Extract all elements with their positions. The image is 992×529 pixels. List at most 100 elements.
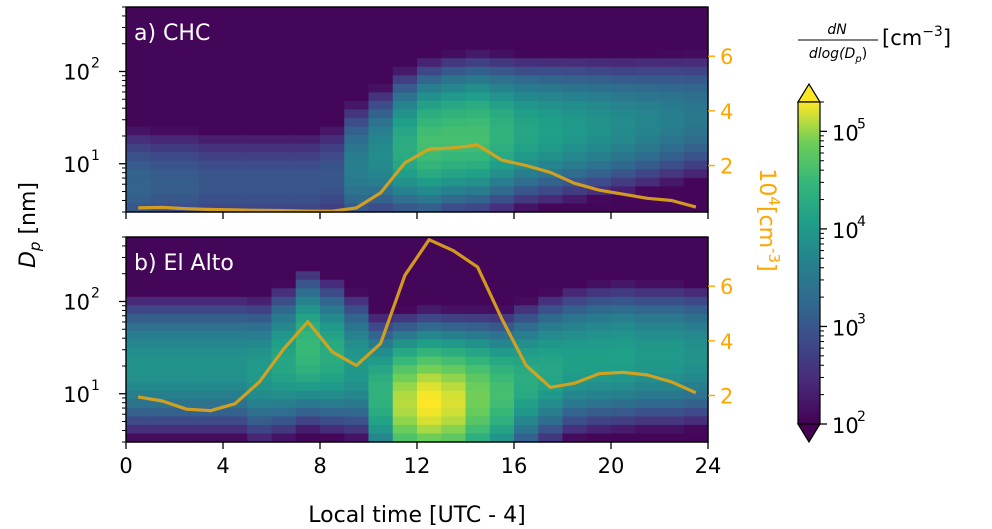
heatmap-cell: [271, 416, 297, 426]
heatmap-cell: [198, 41, 224, 51]
heatmap-cell: [150, 7, 176, 17]
heatmap-cell: [417, 330, 442, 341]
heatmap-cell: [611, 339, 636, 349]
heatmap-cell: [586, 254, 612, 264]
heatmap-cell: [126, 416, 151, 426]
heatmap-cell: [489, 416, 515, 426]
heatmap-cell: [586, 433, 612, 443]
heatmap-cell: [659, 373, 685, 383]
heatmap-cell: [586, 296, 612, 306]
heatmap-cell: [417, 288, 442, 298]
heatmap-cell: [368, 382, 394, 392]
heatmap-cell: [441, 7, 467, 17]
heatmap-cell: [611, 365, 636, 375]
heatmap-cell: [659, 262, 685, 272]
heatmap-cell: [683, 32, 709, 42]
heatmap-cell: [659, 271, 685, 281]
heatmap-cell: [223, 109, 248, 119]
heatmap-cell: [198, 237, 224, 247]
heatmap-cell: [562, 41, 588, 51]
heatmap-cell: [344, 373, 370, 383]
heatmap-cell: [247, 237, 273, 247]
heatmap-cell: [441, 49, 467, 59]
heatmap-cell: [441, 41, 467, 51]
heatmap-cell: [223, 169, 248, 179]
heatmap-cell: [611, 100, 636, 111]
heatmap-cell: [465, 49, 491, 59]
heatmap-cell: [392, 58, 418, 68]
heatmap-cell: [683, 100, 709, 111]
heatmap-cell: [392, 24, 418, 34]
heatmap-cell: [441, 135, 467, 145]
heatmap-cell: [344, 296, 370, 306]
heatmap-cell: [150, 15, 176, 25]
heatmap-cell: [223, 254, 248, 264]
heatmap-cell: [320, 49, 345, 59]
heatmap-cell: [320, 66, 345, 76]
heatmap-cell: [538, 24, 564, 34]
heatmap-cell: [223, 279, 248, 289]
heatmap-cell: [150, 24, 176, 34]
y-tick-label: 10: [63, 383, 90, 407]
heatmap-cell: [368, 143, 394, 153]
heatmap-cell: [514, 433, 539, 443]
heatmap-cell: [126, 348, 151, 358]
heatmap-cell: [295, 135, 321, 145]
heatmap-cell: [295, 49, 321, 59]
heatmap-cell: [465, 296, 491, 306]
heatmap-cell: [295, 322, 321, 332]
heatmap-cell: [126, 271, 151, 281]
heatmap-cell: [295, 15, 321, 25]
heatmap-cell: [441, 365, 467, 375]
heatmap-cell: [320, 109, 345, 119]
heatmap-cell: [392, 322, 418, 332]
x-tick-label: 24: [695, 454, 722, 478]
heatmap-cell: [150, 58, 176, 68]
heatmap-cell: [635, 7, 661, 17]
heatmap-cell: [368, 126, 394, 136]
heatmap-cell: [320, 126, 345, 136]
heatmap-cell: [247, 100, 273, 111]
heatmap-cell: [198, 407, 224, 417]
heatmap-cell: [562, 254, 588, 264]
x-axis-label: Local time [UTC - 4]: [308, 503, 525, 528]
heatmap-cell: [247, 348, 273, 358]
y-tick-exponent: 2: [91, 285, 100, 301]
heatmap-cell: [247, 390, 273, 400]
heatmap-cell: [659, 424, 685, 435]
heatmap-cell: [417, 126, 442, 136]
heatmap-cell: [538, 66, 564, 76]
heatmap-cell: [198, 296, 224, 306]
heatmap-cell: [683, 399, 709, 409]
heatmap-cell: [562, 407, 588, 417]
heatmap-cell: [562, 135, 588, 145]
heatmap-cell: [198, 135, 224, 145]
heatmap-cell: [320, 313, 345, 324]
heatmap-cell: [538, 15, 564, 25]
heatmap-cell: [223, 433, 248, 443]
heatmap-cell: [562, 296, 588, 306]
heatmap-cell: [247, 75, 273, 85]
heatmap-cell: [562, 433, 588, 443]
heatmap-cell: [538, 365, 564, 375]
heatmap-cell: [635, 92, 661, 102]
heatmap-cell: [295, 356, 321, 366]
heatmap-cell: [174, 66, 200, 76]
heatmap-cell: [635, 109, 661, 119]
heatmap-cell: [586, 194, 612, 205]
heatmap-cell: [586, 118, 612, 128]
heatmap-cell: [611, 41, 636, 51]
heatmap-cell: [465, 118, 491, 128]
heatmap-cell: [683, 365, 709, 375]
heatmap-cell: [586, 41, 612, 51]
heatmap-cell: [198, 177, 224, 187]
heatmap-cell: [586, 169, 612, 179]
heatmap-cell: [198, 194, 224, 205]
heatmap-cell: [320, 288, 345, 298]
heatmap-cell: [271, 203, 297, 213]
heatmap-cell: [320, 330, 345, 341]
heatmap-cell: [659, 382, 685, 392]
heatmap-cell: [417, 245, 442, 255]
heatmap-cell: [223, 24, 248, 34]
heatmap-cell: [126, 279, 151, 289]
